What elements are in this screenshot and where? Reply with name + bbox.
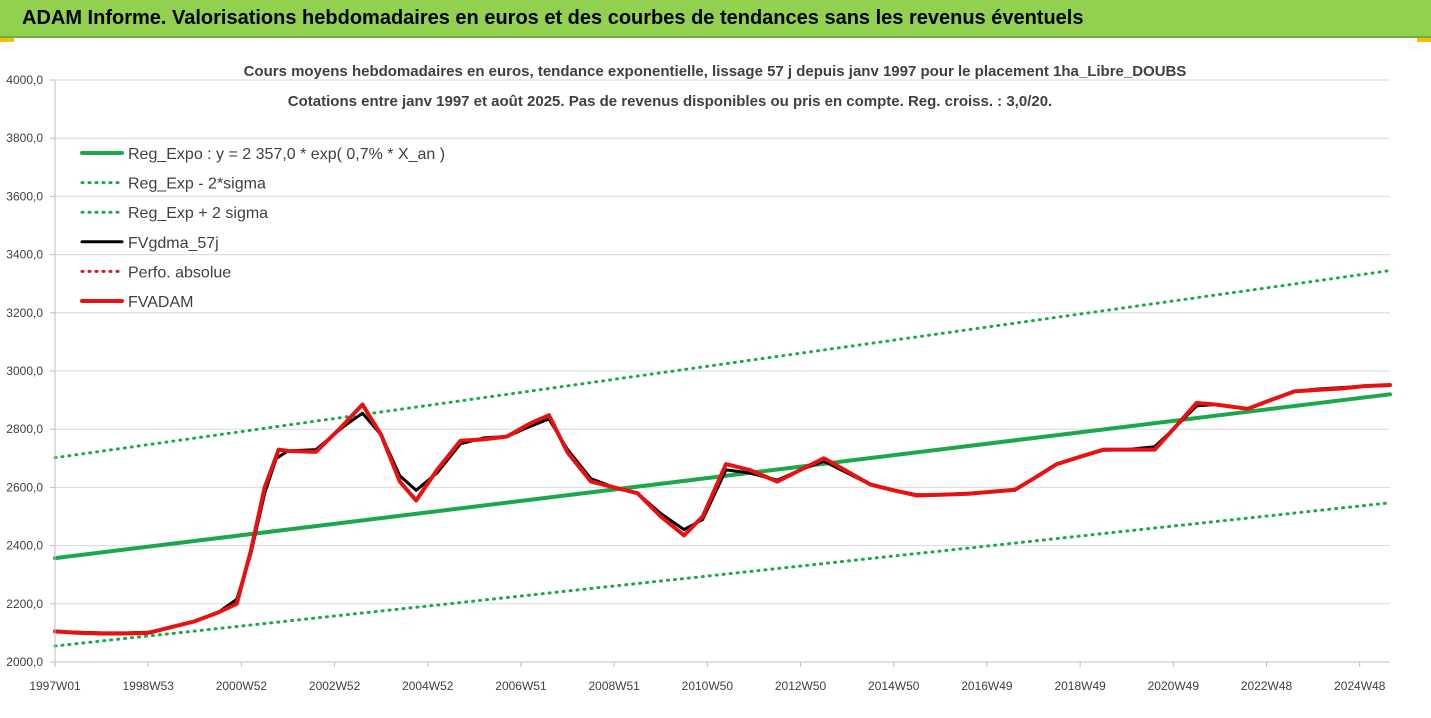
header-bar: ADAM Informe. Valorisations hebdomadaire… bbox=[0, 0, 1431, 38]
series-line-reg-exp-2-sigma bbox=[53, 269, 1392, 460]
series-line-reg-exp-2-sigma bbox=[53, 501, 1392, 648]
legend-label: FVADAM bbox=[128, 294, 193, 311]
y-tick-label: 3000,0 bbox=[6, 364, 43, 378]
x-tick-label: 2000W52 bbox=[216, 679, 268, 693]
y-tick-label: 3600,0 bbox=[6, 189, 43, 203]
x-tick-label: 1998W53 bbox=[123, 679, 175, 693]
y-tick-label: 2200,0 bbox=[6, 597, 43, 611]
x-tick-label: 2012W50 bbox=[775, 679, 827, 693]
x-tick-label: 2004W52 bbox=[402, 679, 454, 693]
y-tick-label: 2000,0 bbox=[6, 655, 43, 669]
y-tick-label: 2800,0 bbox=[6, 422, 43, 436]
y-tick-label: 3400,0 bbox=[6, 248, 43, 262]
corner-marker-left bbox=[0, 38, 14, 42]
x-tick-label: 2010W50 bbox=[682, 679, 734, 693]
legend-label: FVgdma_57j bbox=[128, 235, 219, 252]
x-tick-label: 2008W51 bbox=[588, 679, 640, 693]
y-tick-label: 3800,0 bbox=[6, 131, 43, 145]
x-tick-label: 2024W48 bbox=[1334, 679, 1386, 693]
chart-subtitle: Cotations entre janv 1997 et août 2025. … bbox=[288, 93, 1052, 110]
x-tick-label: 2022W48 bbox=[1241, 679, 1293, 693]
legend-label: Perfo. absolue bbox=[128, 264, 231, 281]
series-line-fvgdma-57j bbox=[53, 384, 1392, 635]
grid-layer bbox=[55, 79, 1390, 605]
x-tick-label: 2002W52 bbox=[309, 679, 361, 693]
x-tick-label: 2020W49 bbox=[1148, 679, 1200, 693]
axis-layer: 2000,0 2200,0 2400,0 2600,0 2800,0 3000,0 3200… bbox=[6, 73, 1390, 693]
y-tick-label: 2400,0 bbox=[6, 539, 43, 553]
y-tick-label: 3200,0 bbox=[6, 306, 43, 320]
x-tick-label: 2018W49 bbox=[1054, 679, 1106, 693]
legend-label: Reg_Expo : y = 2 357,0 * exp( 0,7% * X_a… bbox=[128, 146, 445, 163]
series-line-fvadam bbox=[53, 383, 1392, 636]
x-tick-label: 2006W51 bbox=[495, 679, 547, 693]
series-layer bbox=[53, 269, 1392, 648]
legend-label: Reg_Exp + 2 sigma bbox=[128, 205, 268, 222]
corner-marker-right bbox=[1417, 38, 1431, 42]
x-tick-label: 2014W50 bbox=[868, 679, 920, 693]
legend: Reg_Expo : y = 2 357,0 * exp( 0,7% * X_a… bbox=[80, 146, 445, 311]
report-title: ADAM Informe. Valorisations hebdomadaire… bbox=[22, 7, 1084, 29]
x-tick-label: 1997W01 bbox=[29, 679, 81, 693]
y-tick-label: 2600,0 bbox=[6, 480, 43, 494]
legend-label: Reg_Exp - 2*sigma bbox=[128, 176, 266, 193]
chart-title: Cours moyens hebdomadaires en euros, ten… bbox=[244, 63, 1187, 80]
y-tick-label: 4000,0 bbox=[6, 73, 43, 87]
x-tick-label: 2016W49 bbox=[961, 679, 1013, 693]
